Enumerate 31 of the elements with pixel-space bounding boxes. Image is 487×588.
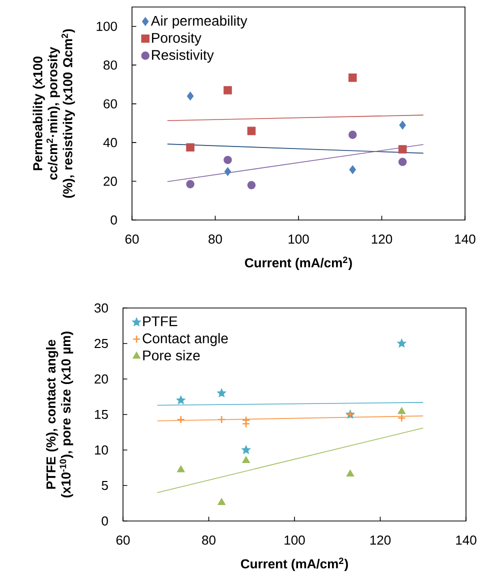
- legend-label: Contact angle: [142, 333, 228, 346]
- x-tick-label: 100: [284, 536, 305, 545]
- y-tick-label: 5: [102, 480, 108, 490]
- x-tick-label: 140: [456, 536, 476, 545]
- legend-label: Air permeability: [150, 15, 248, 28]
- y-tick-label: 0: [110, 215, 117, 225]
- legend-label: Porosity: [152, 32, 202, 46]
- y-tick-label: 60: [104, 99, 117, 108]
- y-tick-label: 20: [104, 176, 117, 186]
- x-tick-label: 80: [208, 234, 222, 244]
- x-tick-label: 120: [370, 536, 391, 545]
- legend-label: Resistivity: [152, 50, 214, 63]
- y-tick-label: 80: [104, 60, 117, 70]
- y-tick-label: 40: [103, 138, 117, 148]
- y-tick-label: 20: [94, 374, 108, 384]
- y-tick-label: 30: [94, 303, 108, 313]
- x-axis-title: Current (mA/cm$^{2}$): [240, 558, 348, 572]
- legend-label: PTFE: [143, 316, 178, 326]
- y-tick-label: 10: [94, 445, 108, 455]
- y-tick-label: 15: [94, 410, 108, 420]
- x-tick-label: 100: [288, 234, 309, 244]
- legend-label: Pore size: [143, 350, 200, 360]
- x-tick-label: 120: [372, 234, 392, 244]
- y-tick-label: 0: [102, 516, 108, 526]
- y-tick-label: 100: [96, 22, 117, 31]
- x-tick-label: 140: [455, 234, 476, 244]
- x-axis-title: Current (mA/cm$^{2}$): [244, 256, 352, 270]
- y-tick-label: 25: [94, 338, 108, 348]
- x-tick-label: 60: [116, 536, 130, 545]
- x-tick-label: 80: [202, 536, 216, 545]
- x-tick-label: 60: [125, 234, 139, 244]
